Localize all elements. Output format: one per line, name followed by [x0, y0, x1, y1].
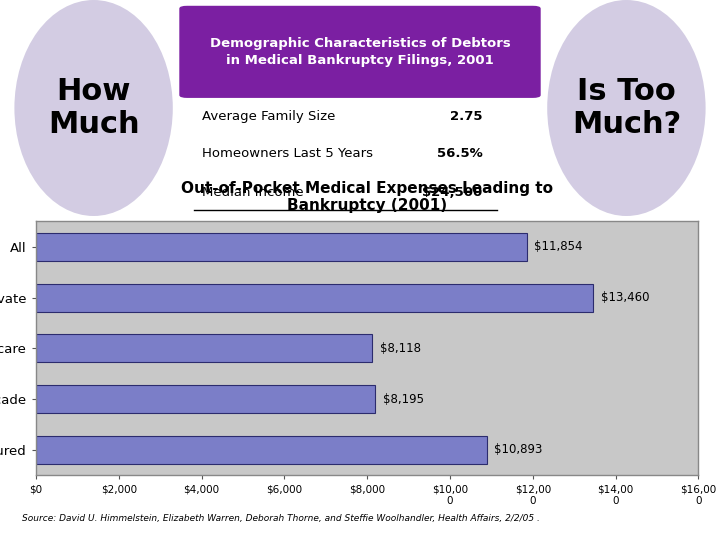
Ellipse shape: [14, 0, 173, 216]
Text: $13,460: $13,460: [600, 291, 649, 304]
Ellipse shape: [547, 0, 706, 216]
Bar: [36, 233, 527, 261]
Bar: [36, 436, 487, 464]
Text: Is Too
Much?: Is Too Much?: [572, 77, 681, 139]
Bar: [36, 284, 593, 312]
FancyBboxPatch shape: [180, 6, 540, 97]
Text: $10,893: $10,893: [495, 443, 543, 456]
Text: Demographic Characteristics of Debtors
in Medical Bankruptcy Filings, 2001: Demographic Characteristics of Debtors i…: [210, 37, 510, 67]
Text: How
Much: How Much: [48, 77, 140, 139]
Text: 2.75: 2.75: [450, 110, 482, 123]
Title: Out-of-Pocket Medical Expenses Leading to
Bankruptcy (2001): Out-of-Pocket Medical Expenses Leading t…: [181, 181, 553, 213]
Text: $24,500: $24,500: [422, 186, 482, 199]
Text: $8,195: $8,195: [383, 393, 424, 406]
Text: Average Family Size: Average Family Size: [202, 110, 335, 123]
Text: 56.5%: 56.5%: [436, 147, 482, 160]
Text: $11,854: $11,854: [534, 240, 582, 253]
Bar: [36, 385, 375, 413]
Text: Homeowners Last 5 Years: Homeowners Last 5 Years: [202, 147, 373, 160]
Text: $8,118: $8,118: [379, 342, 420, 355]
Text: Median Income: Median Income: [202, 186, 303, 199]
Bar: [36, 334, 372, 362]
Text: Source: David U. Himmelstein, Elizabeth Warren, Deborah Thorne, and Steffie Wool: Source: David U. Himmelstein, Elizabeth …: [22, 514, 539, 523]
